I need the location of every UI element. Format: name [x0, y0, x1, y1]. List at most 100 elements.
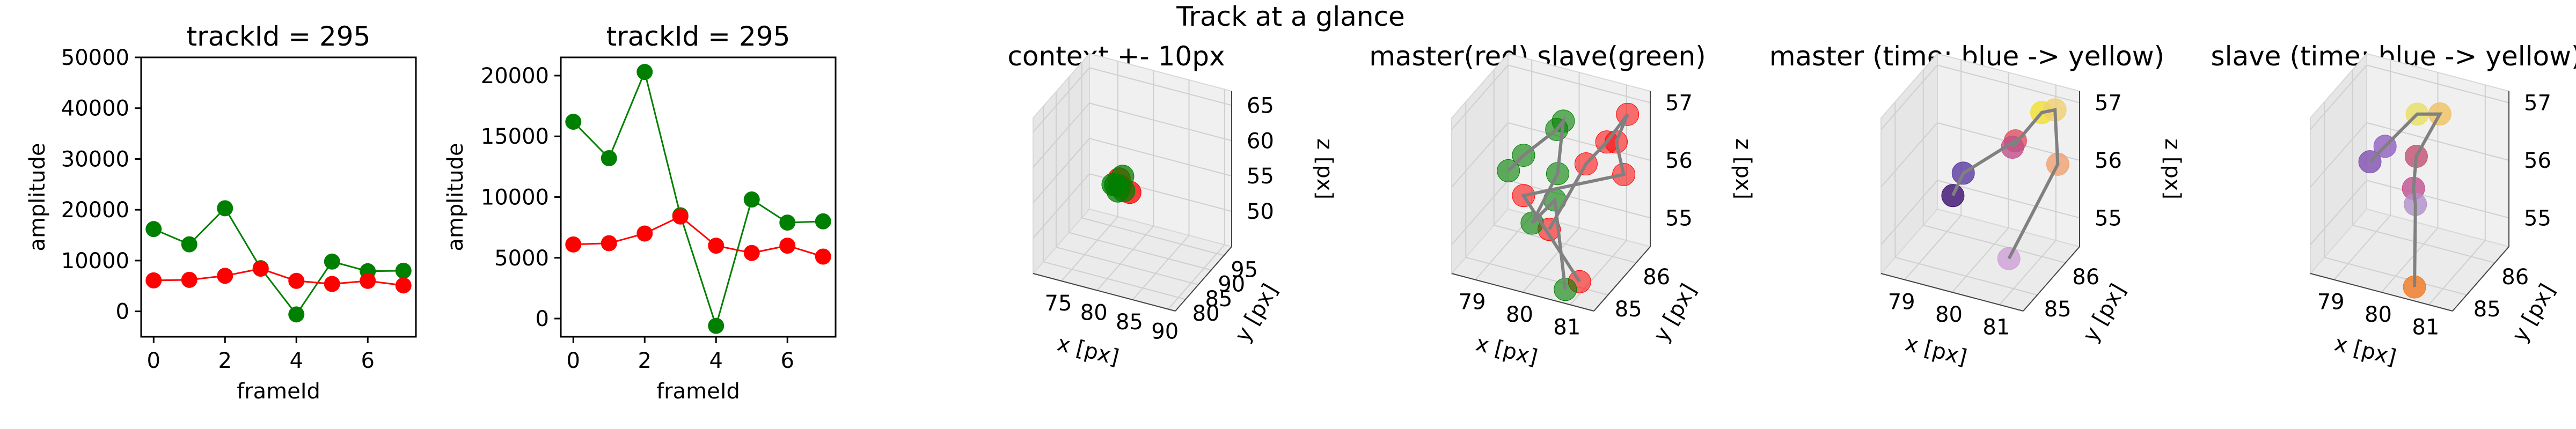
data-point — [779, 238, 796, 254]
x-tick-label: 75 — [1045, 291, 1072, 316]
y-tick-label: 85 — [2044, 297, 2072, 322]
plot-frame — [140, 56, 417, 338]
line-chart-1: trackId = 295 0 2 4 6 0 10000 20000 30000 40000 50… — [25, 21, 417, 404]
y-tick-label: 85 — [1205, 287, 1233, 312]
grid-line — [2310, 122, 2367, 188]
grid-line — [1894, 257, 2038, 295]
grid-line — [1923, 225, 2066, 263]
slave-path — [1507, 115, 1567, 290]
y-tick-label: 20000 — [61, 198, 129, 223]
data-point — [181, 236, 197, 253]
x-axis-label: frameId — [656, 379, 740, 404]
y-axis-label: amplitude — [443, 143, 468, 251]
x-tick-label: 80 — [1935, 302, 1963, 327]
series-2 — [145, 261, 412, 294]
chart-title: trackId = 295 — [606, 21, 791, 52]
x-tick-label: 79 — [1888, 290, 1915, 315]
grid-line — [1081, 217, 1224, 256]
data-point — [1104, 173, 1128, 197]
x-axis-line — [1880, 273, 2024, 312]
data-point — [217, 268, 233, 284]
line-chart-2: trackId = 295 0 2 4 6 0 5000 10000 15000 20000 fra… — [443, 21, 837, 404]
grid-line — [1937, 64, 2080, 103]
y-tick-label: 85 — [1615, 297, 1642, 322]
y-tick-label: 40000 — [61, 97, 129, 121]
data-point — [601, 150, 617, 167]
y-axis-line — [2452, 246, 2509, 312]
y-tick-label: 30000 — [61, 147, 129, 172]
data-point — [708, 317, 724, 334]
y-tick-label: 0 — [116, 300, 129, 324]
y-tick-label: 86 — [2072, 265, 2099, 290]
data-point — [815, 248, 831, 265]
data-point — [743, 191, 760, 208]
chart-title: trackId = 295 — [187, 21, 371, 52]
x-tick-label: 90 — [1151, 320, 1179, 344]
grid-line — [1880, 180, 1938, 245]
data-point — [672, 208, 689, 225]
data-point — [636, 64, 653, 80]
data-point — [565, 114, 582, 130]
x-tick-label: 0 — [147, 349, 160, 373]
grid-line — [1522, 227, 1580, 293]
data-point — [360, 272, 376, 289]
y-tick-label: 80 — [1192, 301, 1220, 326]
grid-line — [2333, 215, 2391, 280]
z-tick-label: 55 — [1665, 206, 1693, 231]
y-axis-label: y [px] — [1649, 279, 1701, 346]
grid-line — [2366, 122, 2509, 161]
data-point — [324, 253, 340, 270]
series-line — [153, 206, 404, 316]
figure-suptitle: Track at a glance — [1176, 1, 1405, 32]
grid-line — [1507, 122, 1651, 161]
grid-line — [1880, 122, 1938, 188]
data-point — [743, 245, 760, 261]
grid-line — [1089, 102, 1232, 142]
z-tick-label: 55 — [2524, 206, 2551, 231]
grid-line — [1043, 261, 1186, 300]
master-path — [1520, 113, 1629, 283]
grid-line — [1451, 180, 1509, 245]
y-axis-label: y [px] — [2078, 279, 2131, 346]
grid-line — [1451, 64, 1509, 130]
x-axis-line — [1451, 273, 1594, 312]
y-tick-label: 0 — [536, 307, 549, 331]
plot-frame — [560, 56, 837, 338]
data-point — [815, 213, 831, 230]
grid-line — [1096, 225, 1154, 291]
data-point — [145, 221, 162, 238]
grid-line — [2366, 64, 2509, 103]
grid-line — [2324, 257, 2467, 295]
grid-line — [1904, 215, 1962, 280]
x-tick-label: 0 — [567, 349, 580, 373]
z-tick-label: 57 — [2095, 91, 2122, 115]
data-point — [145, 272, 162, 289]
x-tick-label: 6 — [781, 349, 794, 373]
z-tick-label: 57 — [1665, 91, 1693, 115]
grid-line — [1880, 64, 1938, 130]
y-axis-line — [1175, 246, 1232, 312]
trajectory-path — [2368, 112, 2443, 287]
z-tick-label: 55 — [1247, 164, 1274, 189]
grid-line — [1451, 122, 1509, 188]
y-tick-label: 86 — [2501, 265, 2529, 290]
z-axis-label: z [px] — [2160, 138, 2185, 199]
grid-line — [1999, 240, 2057, 305]
x-axis-line — [1033, 273, 1176, 312]
data-point — [708, 238, 724, 254]
z-tick-label: 56 — [2524, 149, 2551, 173]
x-axis-label: x [px] — [1473, 331, 1540, 370]
x-tick-label: 2 — [638, 349, 652, 373]
y-tick-label: 10000 — [481, 186, 549, 210]
grid-line — [2381, 227, 2439, 293]
y-tick-label: 10000 — [61, 249, 129, 273]
x-tick-label: 79 — [1459, 290, 1486, 315]
grid-line — [1494, 225, 1637, 263]
grid-line — [2352, 225, 2496, 263]
z-tick-label: 56 — [1665, 149, 1693, 173]
series-2 — [565, 208, 831, 265]
x-tick-label: 80 — [1506, 302, 1533, 327]
grid-line — [1033, 173, 1090, 239]
grid-line — [1033, 67, 1090, 133]
